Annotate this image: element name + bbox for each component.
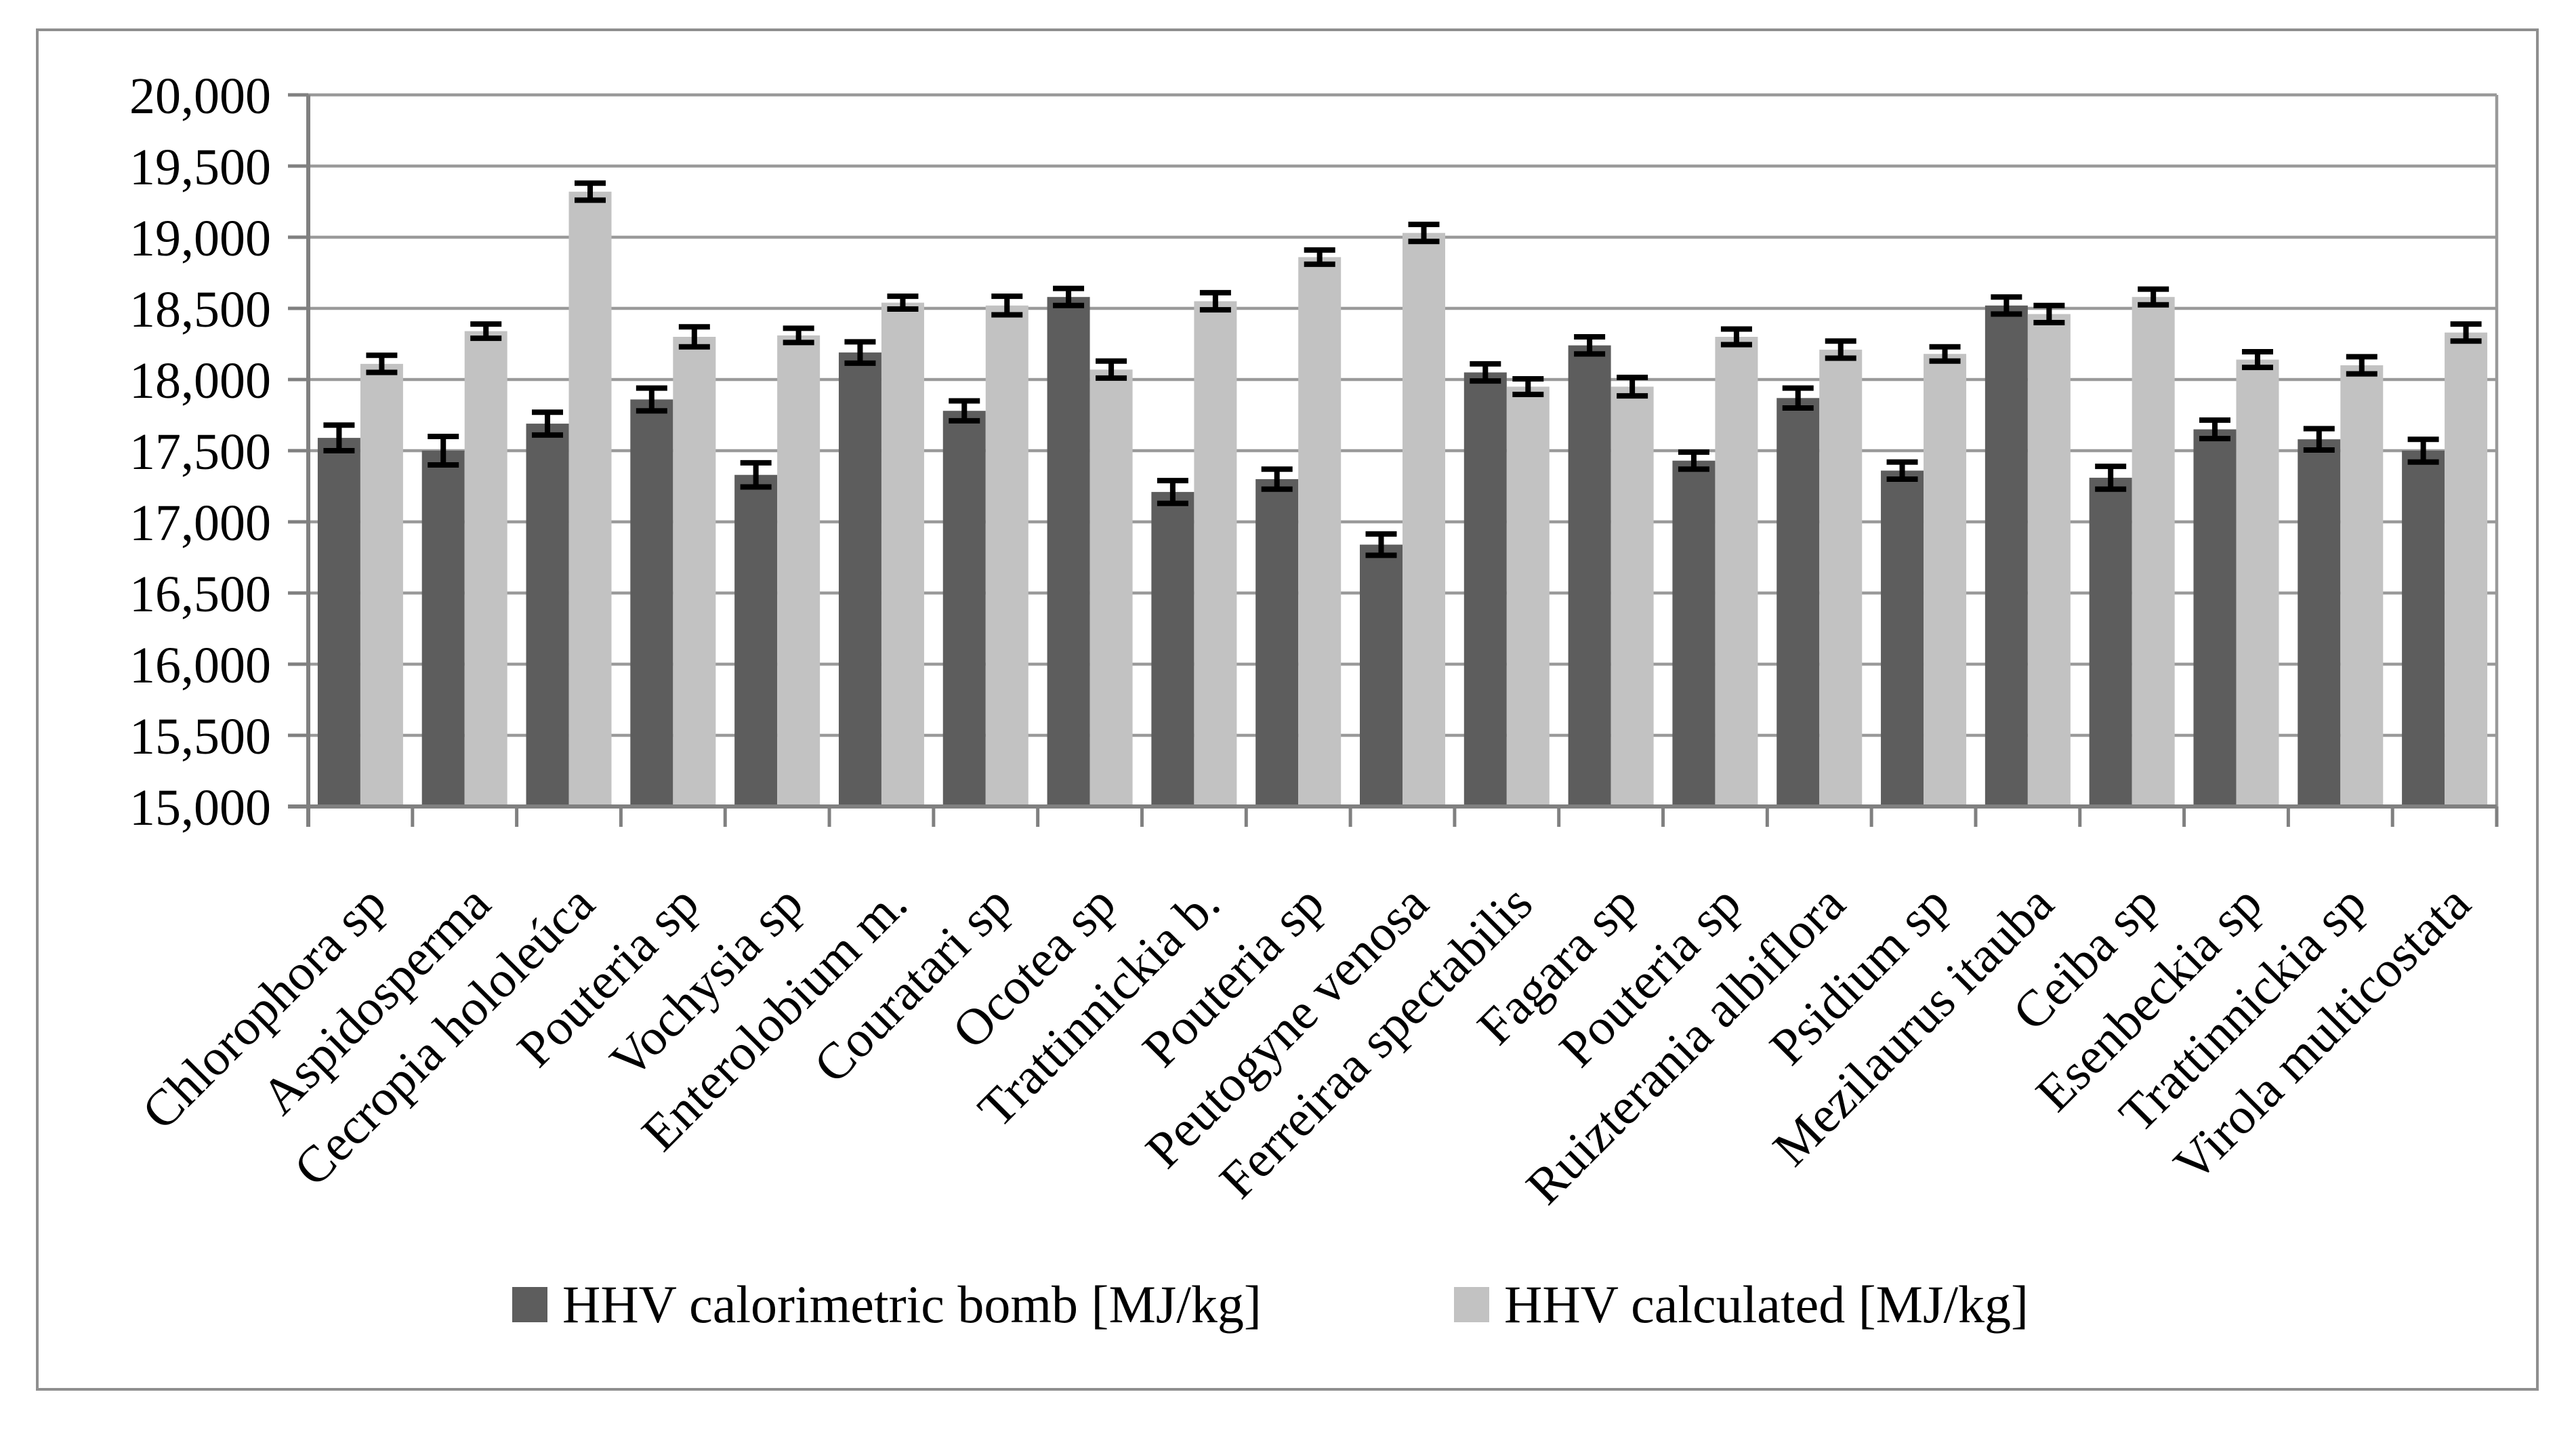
bar-calc-18 <box>2132 297 2175 806</box>
bar-calc-19 <box>2236 359 2279 806</box>
bar-bomb-17 <box>1985 305 2028 806</box>
bar-calc-13 <box>1611 386 1654 806</box>
bar-calc-10 <box>1298 257 1342 806</box>
bar-bomb-13 <box>1568 345 1611 807</box>
bar-calc-7 <box>985 305 1029 806</box>
y-tick-label-17000: 17,000 <box>129 495 271 552</box>
figure-border <box>36 28 2539 1391</box>
y-tick-label-15000: 15,000 <box>129 779 271 836</box>
y-tick-label-18500: 18,500 <box>129 281 271 338</box>
bar-bomb-16 <box>1881 470 1924 806</box>
bar-bomb-5 <box>734 474 778 806</box>
bar-calc-12 <box>1506 386 1550 806</box>
bar-bomb-3 <box>526 424 569 806</box>
bar-calc-15 <box>1819 349 1863 806</box>
bar-calc-14 <box>1715 337 1758 806</box>
bar-calc-5 <box>777 335 820 806</box>
bar-bomb-11 <box>1360 544 1403 806</box>
bar-bomb-4 <box>630 399 673 806</box>
bar-calc-16 <box>1924 354 1967 806</box>
y-tick-label-17500: 17,500 <box>129 424 271 481</box>
bar-calc-2 <box>464 331 507 807</box>
bar-calc-21 <box>2445 332 2488 806</box>
bar-bomb-12 <box>1463 372 1507 806</box>
bar-bomb-20 <box>2298 439 2341 806</box>
bar-calc-11 <box>1403 232 1445 806</box>
y-tick-label-19000: 19,000 <box>129 210 271 267</box>
bar-calc-4 <box>673 337 716 806</box>
bar-bomb-19 <box>2193 429 2237 806</box>
y-tick-label-16500: 16,500 <box>129 566 271 623</box>
y-tick-label-16000: 16,000 <box>129 637 271 694</box>
bar-bomb-2 <box>421 451 465 806</box>
bar-bomb-21 <box>2402 451 2445 806</box>
bar-calc-1 <box>360 363 403 806</box>
bar-bomb-14 <box>1672 460 1716 806</box>
bar-bomb-10 <box>1255 479 1299 806</box>
y-tick-label-18000: 18,000 <box>129 352 271 409</box>
y-tick-label-20000: 20,000 <box>129 68 271 125</box>
bar-bomb-8 <box>1047 297 1090 806</box>
bar-calc-3 <box>568 191 612 806</box>
bar-bomb-18 <box>2089 477 2132 806</box>
bar-bomb-15 <box>1777 398 1820 806</box>
bar-bomb-6 <box>838 352 881 806</box>
bar-bomb-1 <box>317 438 360 806</box>
y-tick-label-15500: 15,500 <box>129 708 271 765</box>
bar-calc-20 <box>2340 365 2384 806</box>
y-tick-label-19500: 19,500 <box>129 139 271 196</box>
bar-bomb-7 <box>942 411 986 806</box>
bar-bomb-9 <box>1151 491 1194 806</box>
bar-calc-17 <box>2027 314 2071 806</box>
bar-calc-9 <box>1194 301 1237 806</box>
bar-calc-8 <box>1089 369 1133 806</box>
bar-calc-6 <box>881 302 924 807</box>
